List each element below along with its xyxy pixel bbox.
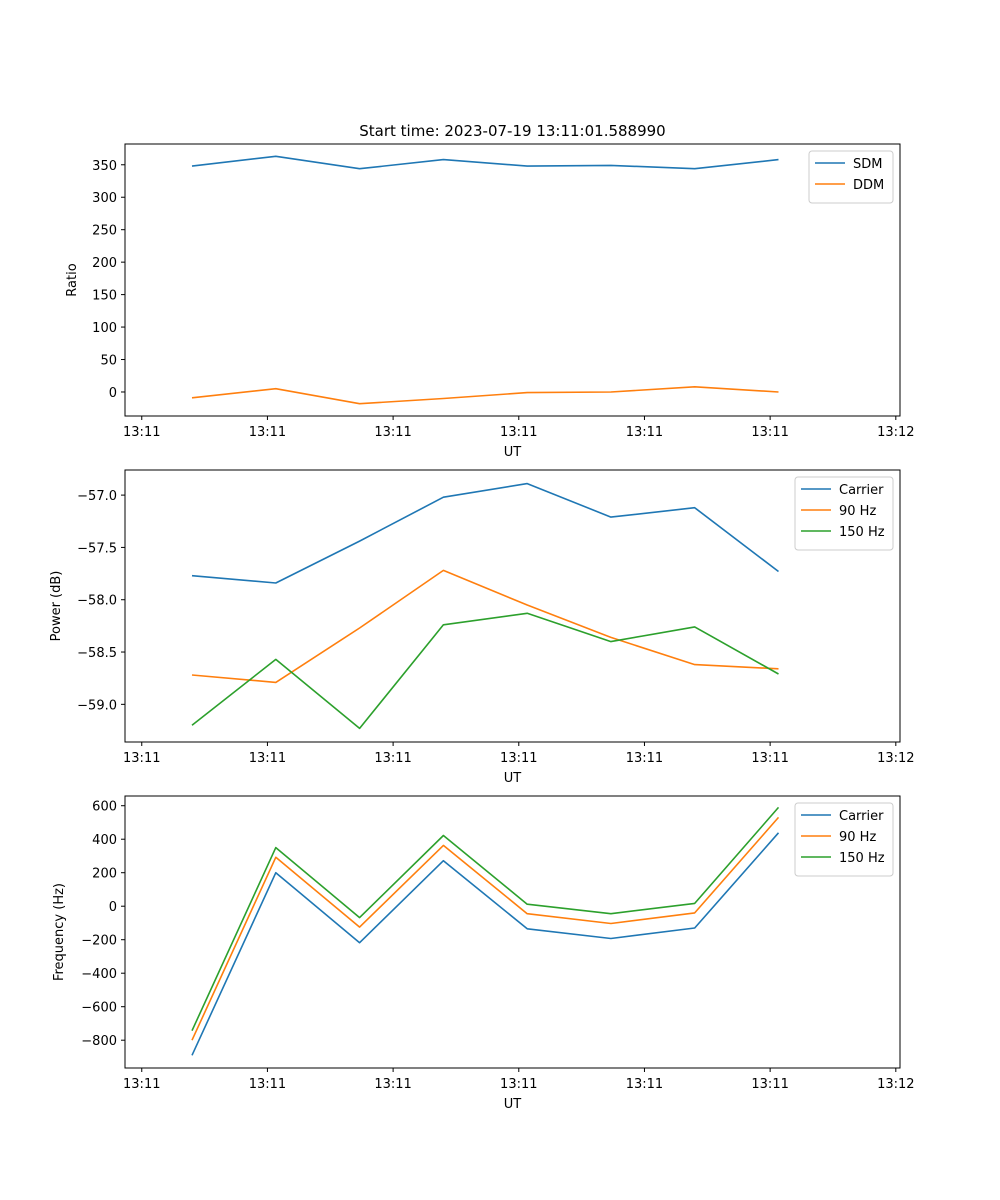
y-tick-label: −800 xyxy=(81,1034,117,1049)
x-tick-label: 13:11 xyxy=(249,1077,286,1092)
x-tick-label: 13:11 xyxy=(626,1077,663,1092)
y-tick-label: −58.0 xyxy=(77,594,117,609)
legend-label: SDM xyxy=(853,157,882,172)
x-tick-label: 13:11 xyxy=(626,425,663,440)
y-tick-label: 150 xyxy=(92,289,117,304)
legend-label: Carrier xyxy=(839,483,884,498)
series-line-carrier xyxy=(191,832,780,1056)
x-axis-label: UT xyxy=(504,771,522,786)
legend-label: 150 Hz xyxy=(839,525,885,540)
series-line-90-hz xyxy=(191,569,779,684)
y-tick-label: 400 xyxy=(92,833,117,848)
x-tick-label: 13:11 xyxy=(374,425,411,440)
x-tick-label: 13:12 xyxy=(877,1077,914,1092)
x-tick-label: 13:11 xyxy=(751,751,788,766)
y-axis-label: Ratio xyxy=(65,263,80,296)
series-line-ddm xyxy=(191,385,779,405)
series-line-150-hz xyxy=(191,612,779,730)
x-axis-label: UT xyxy=(504,1097,522,1112)
y-tick-label: 200 xyxy=(92,867,117,882)
chart-panel-2: 13:11 13:11 13:11 13:11 13:11 13:11 13:12 −59.0… xyxy=(49,469,915,786)
x-tick-label: 13:11 xyxy=(123,425,160,440)
x-tick-label: 13:11 xyxy=(751,1077,788,1092)
legend-label: 90 Hz xyxy=(839,504,876,519)
y-tick-label: 50 xyxy=(100,354,117,369)
x-tick-label: 13:12 xyxy=(877,425,914,440)
x-tick-label: 13:11 xyxy=(626,751,663,766)
x-tick-label: 13:11 xyxy=(123,751,160,766)
y-tick-label: −600 xyxy=(81,1001,117,1016)
series-line-150-hz xyxy=(191,806,780,1032)
y-tick-label: 250 xyxy=(92,224,117,239)
y-tick-label: −400 xyxy=(81,967,117,982)
y-tick-label: −57.0 xyxy=(77,489,117,504)
x-tick-label: 13:12 xyxy=(877,751,914,766)
legend-label: Carrier xyxy=(839,809,884,824)
x-tick-label: 13:11 xyxy=(500,751,537,766)
series-line-90-hz xyxy=(191,816,780,1041)
y-tick-label: 600 xyxy=(92,800,117,815)
legend: Carrier 90 Hz 150 Hz xyxy=(794,802,894,877)
y-tick-label: 200 xyxy=(92,256,117,271)
legend: Carrier 90 Hz 150 Hz xyxy=(794,476,894,551)
y-tick-label: 0 xyxy=(109,900,117,915)
y-tick-label: −58.5 xyxy=(77,646,117,661)
x-tick-label: 13:11 xyxy=(249,751,286,766)
x-tick-label: 13:11 xyxy=(500,1077,537,1092)
y-tick-label: −59.0 xyxy=(77,698,117,713)
y-tick-label: −200 xyxy=(81,934,117,949)
series-line-sdm xyxy=(191,155,779,170)
y-tick-label: 300 xyxy=(92,191,117,206)
legend: SDM DDM xyxy=(808,150,894,204)
legend-label: DDM xyxy=(853,178,884,193)
y-tick-label: 0 xyxy=(109,386,117,401)
legend-label: 150 Hz xyxy=(839,851,885,866)
x-axis-label: UT xyxy=(504,445,522,460)
y-axis-label: Power (dB) xyxy=(49,571,64,642)
x-tick-label: 13:11 xyxy=(374,1077,411,1092)
legend-label: 90 Hz xyxy=(839,830,876,845)
x-tick-label: 13:11 xyxy=(500,425,537,440)
legend-box xyxy=(808,150,894,204)
plot-frame xyxy=(124,143,901,417)
x-tick-label: 13:11 xyxy=(374,751,411,766)
series-line-carrier xyxy=(191,482,779,584)
plot-frame xyxy=(124,469,901,743)
x-tick-label: 13:11 xyxy=(123,1077,160,1092)
chart-panel-3: 13:11 13:11 13:11 13:11 13:11 13:11 13:12 −800 −… xyxy=(52,795,915,1112)
y-axis-label: Frequency (Hz) xyxy=(52,883,67,981)
chart-panel-1: Start time: 2023-07-19 13:11:01.588990 13… xyxy=(65,122,915,460)
y-tick-label: 100 xyxy=(92,321,117,336)
chart-title: Start time: 2023-07-19 13:11:01.588990 xyxy=(359,122,665,140)
y-tick-label: −57.5 xyxy=(77,541,117,556)
x-tick-label: 13:11 xyxy=(249,425,286,440)
y-tick-label: 350 xyxy=(92,159,117,174)
x-tick-label: 13:11 xyxy=(751,425,788,440)
